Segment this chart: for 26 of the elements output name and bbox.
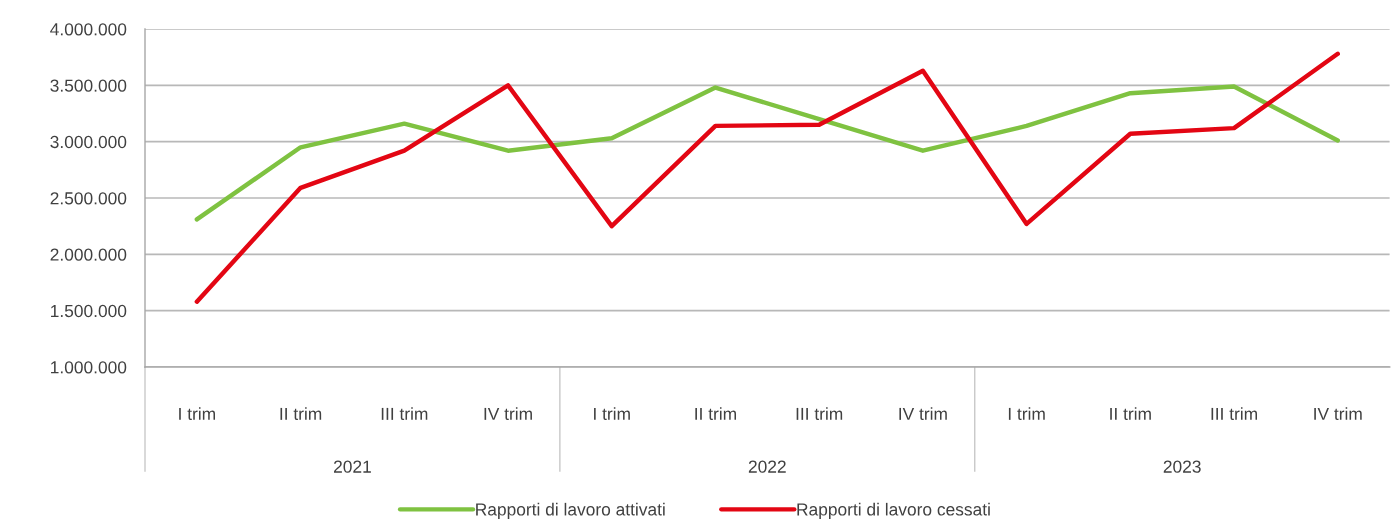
y-tick-label: 3.000.000 bbox=[50, 135, 127, 149]
x-tick-label: III trim bbox=[796, 407, 843, 420]
legend-label: Rapporti di lavoro cessati bbox=[797, 502, 990, 520]
x-tick-label: III trim bbox=[1211, 407, 1257, 420]
line-series bbox=[194, 51, 1340, 304]
x-tick-label: III trim bbox=[381, 407, 428, 420]
x-tick-label: II trim bbox=[1110, 407, 1151, 420]
y-tick-label: 2.500.000 bbox=[50, 192, 127, 205]
text: 2021 bbox=[334, 460, 371, 473]
x-tick-label: II trim bbox=[280, 407, 322, 420]
x-tick-label: I trim bbox=[1008, 407, 1045, 420]
y-tick-label: 2.000.000 bbox=[50, 248, 127, 261]
x-tick-label: I trim bbox=[594, 407, 630, 420]
x-tick-label: IV trim bbox=[1314, 407, 1362, 420]
text: 2023 bbox=[1163, 460, 1201, 473]
y-tick-label: 1.000.000 bbox=[51, 361, 127, 374]
y-tick-label: 4.000.000 bbox=[50, 23, 127, 36]
x-tick-label: II trim bbox=[695, 407, 736, 420]
text: 2022 bbox=[748, 460, 786, 473]
line-series bbox=[194, 84, 1340, 222]
x-tick-label: IV trim bbox=[899, 407, 947, 420]
y-tick-label: 1.500.000 bbox=[51, 304, 127, 318]
y-tick-label: 3.500.000 bbox=[50, 79, 127, 92]
x-tick-label: IV trim bbox=[484, 407, 532, 420]
legend-label: Rapporti di lavoro attivati bbox=[476, 502, 665, 520]
x-tick-label: I trim bbox=[179, 407, 215, 420]
